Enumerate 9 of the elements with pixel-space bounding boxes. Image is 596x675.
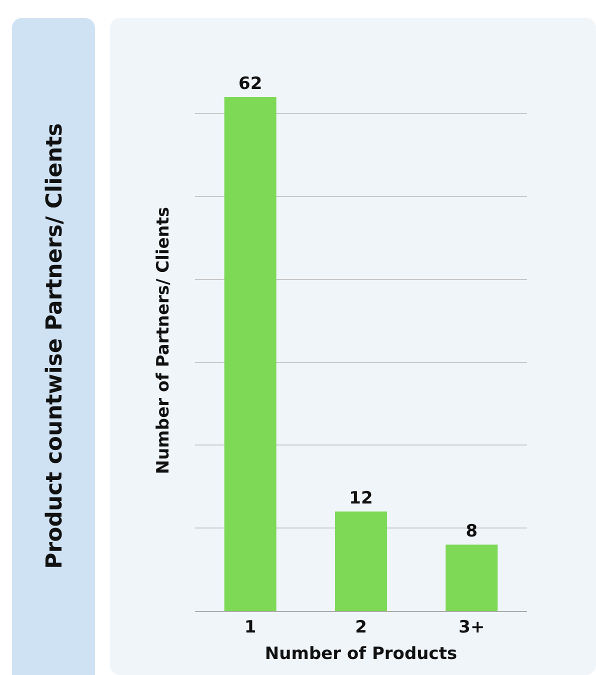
y-axis-title: Number of Partners/ Clients <box>154 206 174 474</box>
x-axis-title: Number of Products <box>264 644 458 664</box>
data-label: 8 <box>466 522 478 542</box>
x-tick-label: 1 <box>244 617 256 638</box>
data-label: 62 <box>238 74 262 94</box>
x-tick-label: 2 <box>355 617 367 638</box>
x-tick-label: 3+ <box>458 617 485 638</box>
data-label: 12 <box>349 488 373 509</box>
text: Product countwise Partners/ Clients <box>42 123 68 569</box>
